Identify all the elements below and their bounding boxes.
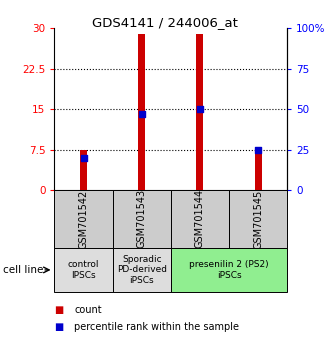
Text: GSM701545: GSM701545 [253,189,263,249]
Point [255,147,261,153]
FancyBboxPatch shape [171,248,287,292]
Text: control
IPSCs: control IPSCs [68,260,99,280]
Point [139,111,144,117]
Text: GDS4141 / 244006_at: GDS4141 / 244006_at [92,16,238,29]
Text: GSM701544: GSM701544 [195,189,205,249]
Text: cell line: cell line [3,265,44,275]
FancyBboxPatch shape [54,190,113,248]
Text: presenilin 2 (PS2)
iPSCs: presenilin 2 (PS2) iPSCs [189,260,269,280]
FancyBboxPatch shape [113,190,171,248]
Point [197,106,203,112]
Text: count: count [74,305,102,315]
Text: ■: ■ [54,305,64,315]
Text: GSM701543: GSM701543 [137,189,147,249]
Bar [254,150,261,190]
Text: Sporadic
PD-derived
iPSCs: Sporadic PD-derived iPSCs [117,255,167,285]
Text: GSM701542: GSM701542 [79,189,88,249]
Text: percentile rank within the sample: percentile rank within the sample [74,322,239,332]
FancyBboxPatch shape [54,248,113,292]
FancyBboxPatch shape [113,248,171,292]
Bar [196,34,203,190]
Text: ■: ■ [54,322,64,332]
Bar [80,150,87,190]
FancyBboxPatch shape [171,190,229,248]
Bar [138,34,145,190]
FancyBboxPatch shape [229,190,287,248]
Point [81,155,86,160]
